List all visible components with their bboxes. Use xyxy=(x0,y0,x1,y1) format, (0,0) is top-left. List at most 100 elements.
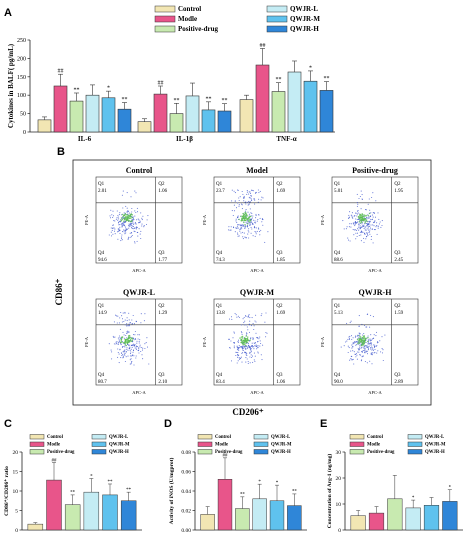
B-dot-0-19 xyxy=(117,214,119,217)
B-dot-4-174 xyxy=(233,342,236,344)
B-plot-5: QWJR-H Q1 5.13 Q2 1.59 Q4 90.0 Q3 2.89 PE-A APC-A xyxy=(320,288,419,395)
B-dot-5-61 xyxy=(370,339,373,341)
B-axis-y-1: PE-A xyxy=(202,214,207,225)
B-dot-0-88 xyxy=(112,215,115,217)
B-dot-2-12 xyxy=(367,203,369,205)
B-dot-0-120 xyxy=(128,227,130,229)
B-dot-3-135 xyxy=(128,347,130,350)
B-dot-5-212 xyxy=(351,355,353,357)
B-dot-2-124 xyxy=(350,214,352,216)
A-bar-IL-6-5 xyxy=(117,108,132,133)
B-dot-1-61 xyxy=(261,196,263,198)
B-dot-0-2 xyxy=(126,192,128,194)
B-dot-2-61 xyxy=(374,216,377,218)
B-dot-3-139 xyxy=(113,343,115,345)
B-dot-0-109 xyxy=(132,218,134,220)
B-dense-4-26 xyxy=(240,338,242,341)
A-legend-label-4: QWJR-M xyxy=(290,15,320,23)
B-dense-0-47 xyxy=(130,220,132,223)
B-dot-3-173 xyxy=(122,331,124,333)
B-dot-5-216 xyxy=(367,335,369,337)
B-dense-4-50 xyxy=(240,341,242,344)
B-dot-5-148 xyxy=(376,352,378,354)
B-dense-3-55 xyxy=(129,340,131,342)
B-dot-2-110 xyxy=(368,216,370,218)
B-dot-3-17 xyxy=(116,315,118,317)
B-dot-4-35 xyxy=(245,315,247,317)
B-dot-0-59 xyxy=(117,231,119,233)
B-dot-3-0 xyxy=(128,319,130,321)
B-dot-0-73 xyxy=(129,222,131,224)
B-dot-2-64 xyxy=(378,223,380,225)
B-dot-3-26 xyxy=(140,313,142,315)
panel-b-xlabel: CD206⁺ xyxy=(232,407,263,417)
B-dot-3-179 xyxy=(124,354,126,356)
B-dot-2-216 xyxy=(354,223,356,226)
C-bar-2 xyxy=(64,504,81,531)
B-dot-4-102 xyxy=(249,356,251,358)
B-dot-1-100 xyxy=(236,227,238,229)
B-dot-4-57 xyxy=(248,331,251,333)
B-dot-1-101 xyxy=(232,214,234,217)
B-dot-1-47 xyxy=(243,195,245,197)
B-dot-3-36 xyxy=(113,321,115,323)
B-dot-0-78 xyxy=(113,230,116,232)
B-dot-0-41 xyxy=(139,233,141,235)
B-dot-1-90 xyxy=(256,230,258,232)
B-dot-2-121 xyxy=(363,237,365,239)
B-dot-1-25 xyxy=(250,194,252,197)
B-dot-5-200 xyxy=(371,347,373,349)
B-dot-2-9 xyxy=(372,192,374,194)
B-dot-3-23 xyxy=(124,319,126,321)
B-q4-val-3: 80.7 xyxy=(98,380,107,385)
A-sig-TNF-α-1: ## xyxy=(260,43,266,49)
B-dot-1-108 xyxy=(262,224,264,226)
A-bar-IL-1β-3 xyxy=(185,95,200,133)
B-dot-4-7 xyxy=(247,315,249,317)
B-dot-2-199 xyxy=(345,228,347,230)
B-dot-3-145 xyxy=(126,331,128,333)
B-plot-box-2 xyxy=(331,176,419,264)
B-dot-4-52 xyxy=(252,361,254,363)
B-dot-3-33 xyxy=(124,311,126,313)
B-dense-0-24 xyxy=(130,213,133,215)
B-dot-3-34 xyxy=(118,322,120,324)
B-dot-3-78 xyxy=(118,339,120,341)
B-dot-5-11 xyxy=(366,313,368,316)
B-dot-3-152 xyxy=(142,358,144,360)
B-dot-3-162 xyxy=(122,355,124,357)
B-dense-3-59 xyxy=(125,339,127,341)
B-dot-1-145 xyxy=(244,236,246,238)
B-dot-4-144 xyxy=(253,359,255,361)
B-dot-0-70 xyxy=(143,225,145,227)
B-q1-val-2: 5.01 xyxy=(334,189,343,194)
B-dot-0-42 xyxy=(110,235,113,237)
C-legend-swatch-2 xyxy=(29,449,45,455)
B-dot-4-27 xyxy=(234,312,236,315)
B-dot-4-91 xyxy=(230,360,233,362)
B-dense-2-7 xyxy=(367,214,369,217)
B-dot-1-46 xyxy=(244,201,246,203)
B-dot-0-9 xyxy=(131,227,133,229)
B-dot-3-211 xyxy=(135,348,137,350)
B-q1-name-2: Q1 xyxy=(334,182,341,187)
B-dense-1-55 xyxy=(242,212,244,215)
C-bar-3 xyxy=(83,491,100,531)
B-axis-y-4: PE-A xyxy=(202,336,207,347)
B-dot-3-14 xyxy=(131,322,133,325)
B-dot-1-6 xyxy=(248,191,250,193)
B-dot-1-206 xyxy=(260,229,262,231)
B-dense-5-57 xyxy=(359,338,362,340)
B-dot-3-107 xyxy=(134,334,136,336)
B-dot-2-6 xyxy=(356,202,358,204)
B-dot-0-132 xyxy=(134,231,136,233)
B-dot-3-31 xyxy=(117,315,119,317)
B-axis-x-1: APC-A xyxy=(250,268,264,273)
B-dot-5-102 xyxy=(363,347,365,349)
B-dot-3-85 xyxy=(129,346,131,348)
B-dense-4-49 xyxy=(243,343,246,345)
B-dot-5-196 xyxy=(364,346,366,348)
E-legend-swatch-1 xyxy=(349,441,365,447)
B-dot-3-7 xyxy=(116,322,118,324)
B-dot-1-208 xyxy=(237,235,239,237)
